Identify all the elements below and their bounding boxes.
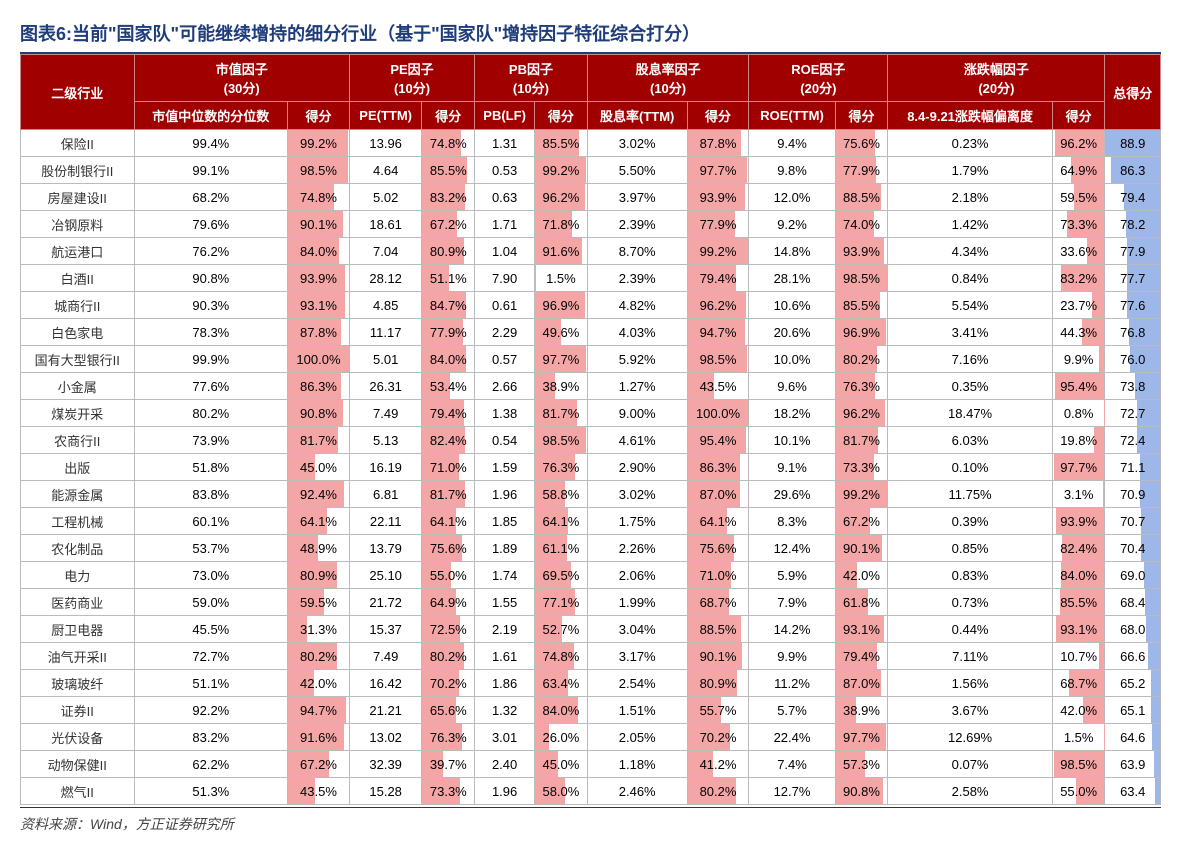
col-industry: 二级行业 — [21, 55, 135, 130]
sub-pb-val: PB(LF) — [475, 102, 535, 130]
table-header: 二级行业 市值因子(30分) PE因子(10分) PB因子(10分) 股息率因子… — [21, 55, 1161, 130]
table-row: 煤炭开采80.2%90.8%7.4979.4%1.3881.7%9.00%100… — [21, 400, 1161, 427]
sub-roe-val: ROE(TTM) — [749, 102, 835, 130]
table-row: 股份制银行II99.1%98.5%4.6485.5%0.5399.2%5.50%… — [21, 157, 1161, 184]
chart-title: 图表6:当前"国家队"可能继续增持的细分行业（基于"国家队"增持因子特征综合打分… — [20, 20, 1161, 46]
table-row: 油气开采II72.7%80.2%7.4980.2%1.6174.8%3.17%9… — [21, 643, 1161, 670]
source-rule — [20, 807, 1161, 808]
sub-mktcap-val: 市值中位数的分位数 — [134, 102, 288, 130]
table-row: 保险II99.4%99.2%13.9674.8%1.3185.5%3.02%87… — [21, 130, 1161, 157]
sub-div-score: 得分 — [687, 102, 749, 130]
table-row: 出版51.8%45.0%16.1971.0%1.5976.3%2.90%86.3… — [21, 454, 1161, 481]
table-row: 电力73.0%80.9%25.1055.0%1.7469.5%2.06%71.0… — [21, 562, 1161, 589]
source-text: 资料来源：Wind，方正证券研究所 — [20, 814, 1161, 834]
table-row: 国有大型银行II99.9%100.0%5.0184.0%0.5797.7%5.9… — [21, 346, 1161, 373]
table-row: 光伏设备83.2%91.6%13.0276.3%3.0126.0%2.05%70… — [21, 724, 1161, 751]
col-pe: PE因子(10分) — [349, 55, 474, 102]
col-dd: 涨跌幅因子(20分) — [888, 55, 1105, 102]
table-row: 燃气II51.3%43.5%15.2873.3%1.9658.0%2.46%80… — [21, 778, 1161, 805]
table-row: 冶钢原料79.6%90.1%18.6167.2%1.7171.8%2.39%77… — [21, 211, 1161, 238]
sub-pe-score: 得分 — [422, 102, 475, 130]
table-row: 能源金属83.8%92.4%6.8181.7%1.9658.8%3.02%87.… — [21, 481, 1161, 508]
sub-pb-score: 得分 — [535, 102, 588, 130]
factor-score-table: 二级行业 市值因子(30分) PE因子(10分) PB因子(10分) 股息率因子… — [20, 54, 1161, 805]
sub-div-val: 股息率(TTM) — [587, 102, 687, 130]
sub-pe-val: PE(TTM) — [349, 102, 422, 130]
table-row: 证券II92.2%94.7%21.2165.6%1.3284.0%1.51%55… — [21, 697, 1161, 724]
col-roe: ROE因子(20分) — [749, 55, 888, 102]
sub-dd-val: 8.4-9.21涨跌幅偏离度 — [888, 102, 1052, 130]
sub-roe-score: 得分 — [835, 102, 888, 130]
sub-mktcap-score: 得分 — [288, 102, 350, 130]
sub-dd-score: 得分 — [1052, 102, 1105, 130]
table-row: 航运港口76.2%84.0%7.0480.9%1.0491.6%8.70%99.… — [21, 238, 1161, 265]
table-row: 白酒II90.8%93.9%28.1251.1%7.901.5%2.39%79.… — [21, 265, 1161, 292]
table-row: 厨卫电器45.5%31.3%15.3772.5%2.1952.7%3.04%88… — [21, 616, 1161, 643]
col-div: 股息率因子(10分) — [587, 55, 749, 102]
table-row: 医药商业59.0%59.5%21.7264.9%1.5577.1%1.99%68… — [21, 589, 1161, 616]
table-body: 保险II99.4%99.2%13.9674.8%1.3185.5%3.02%87… — [21, 130, 1161, 805]
table-row: 工程机械60.1%64.1%22.1164.1%1.8564.1%1.75%64… — [21, 508, 1161, 535]
col-mktcap: 市值因子(30分) — [134, 55, 349, 102]
table-row: 农商行II73.9%81.7%5.1382.4%0.5498.5%4.61%95… — [21, 427, 1161, 454]
table-row: 小金属77.6%86.3%26.3153.4%2.6638.9%1.27%43.… — [21, 373, 1161, 400]
col-pb: PB因子(10分) — [475, 55, 588, 102]
col-total: 总得分 — [1105, 55, 1161, 130]
table-row: 动物保健II62.2%67.2%32.3939.7%2.4045.0%1.18%… — [21, 751, 1161, 778]
table-row: 农化制品53.7%48.9%13.7975.6%1.8961.1%2.26%75… — [21, 535, 1161, 562]
table-row: 房屋建设II68.2%74.8%5.0283.2%0.6396.2%3.97%9… — [21, 184, 1161, 211]
table-row: 白色家电78.3%87.8%11.1777.9%2.2949.6%4.03%94… — [21, 319, 1161, 346]
table-row: 玻璃玻纤51.1%42.0%16.4270.2%1.8663.4%2.54%80… — [21, 670, 1161, 697]
table-row: 城商行II90.3%93.1%4.8584.7%0.6196.9%4.82%96… — [21, 292, 1161, 319]
